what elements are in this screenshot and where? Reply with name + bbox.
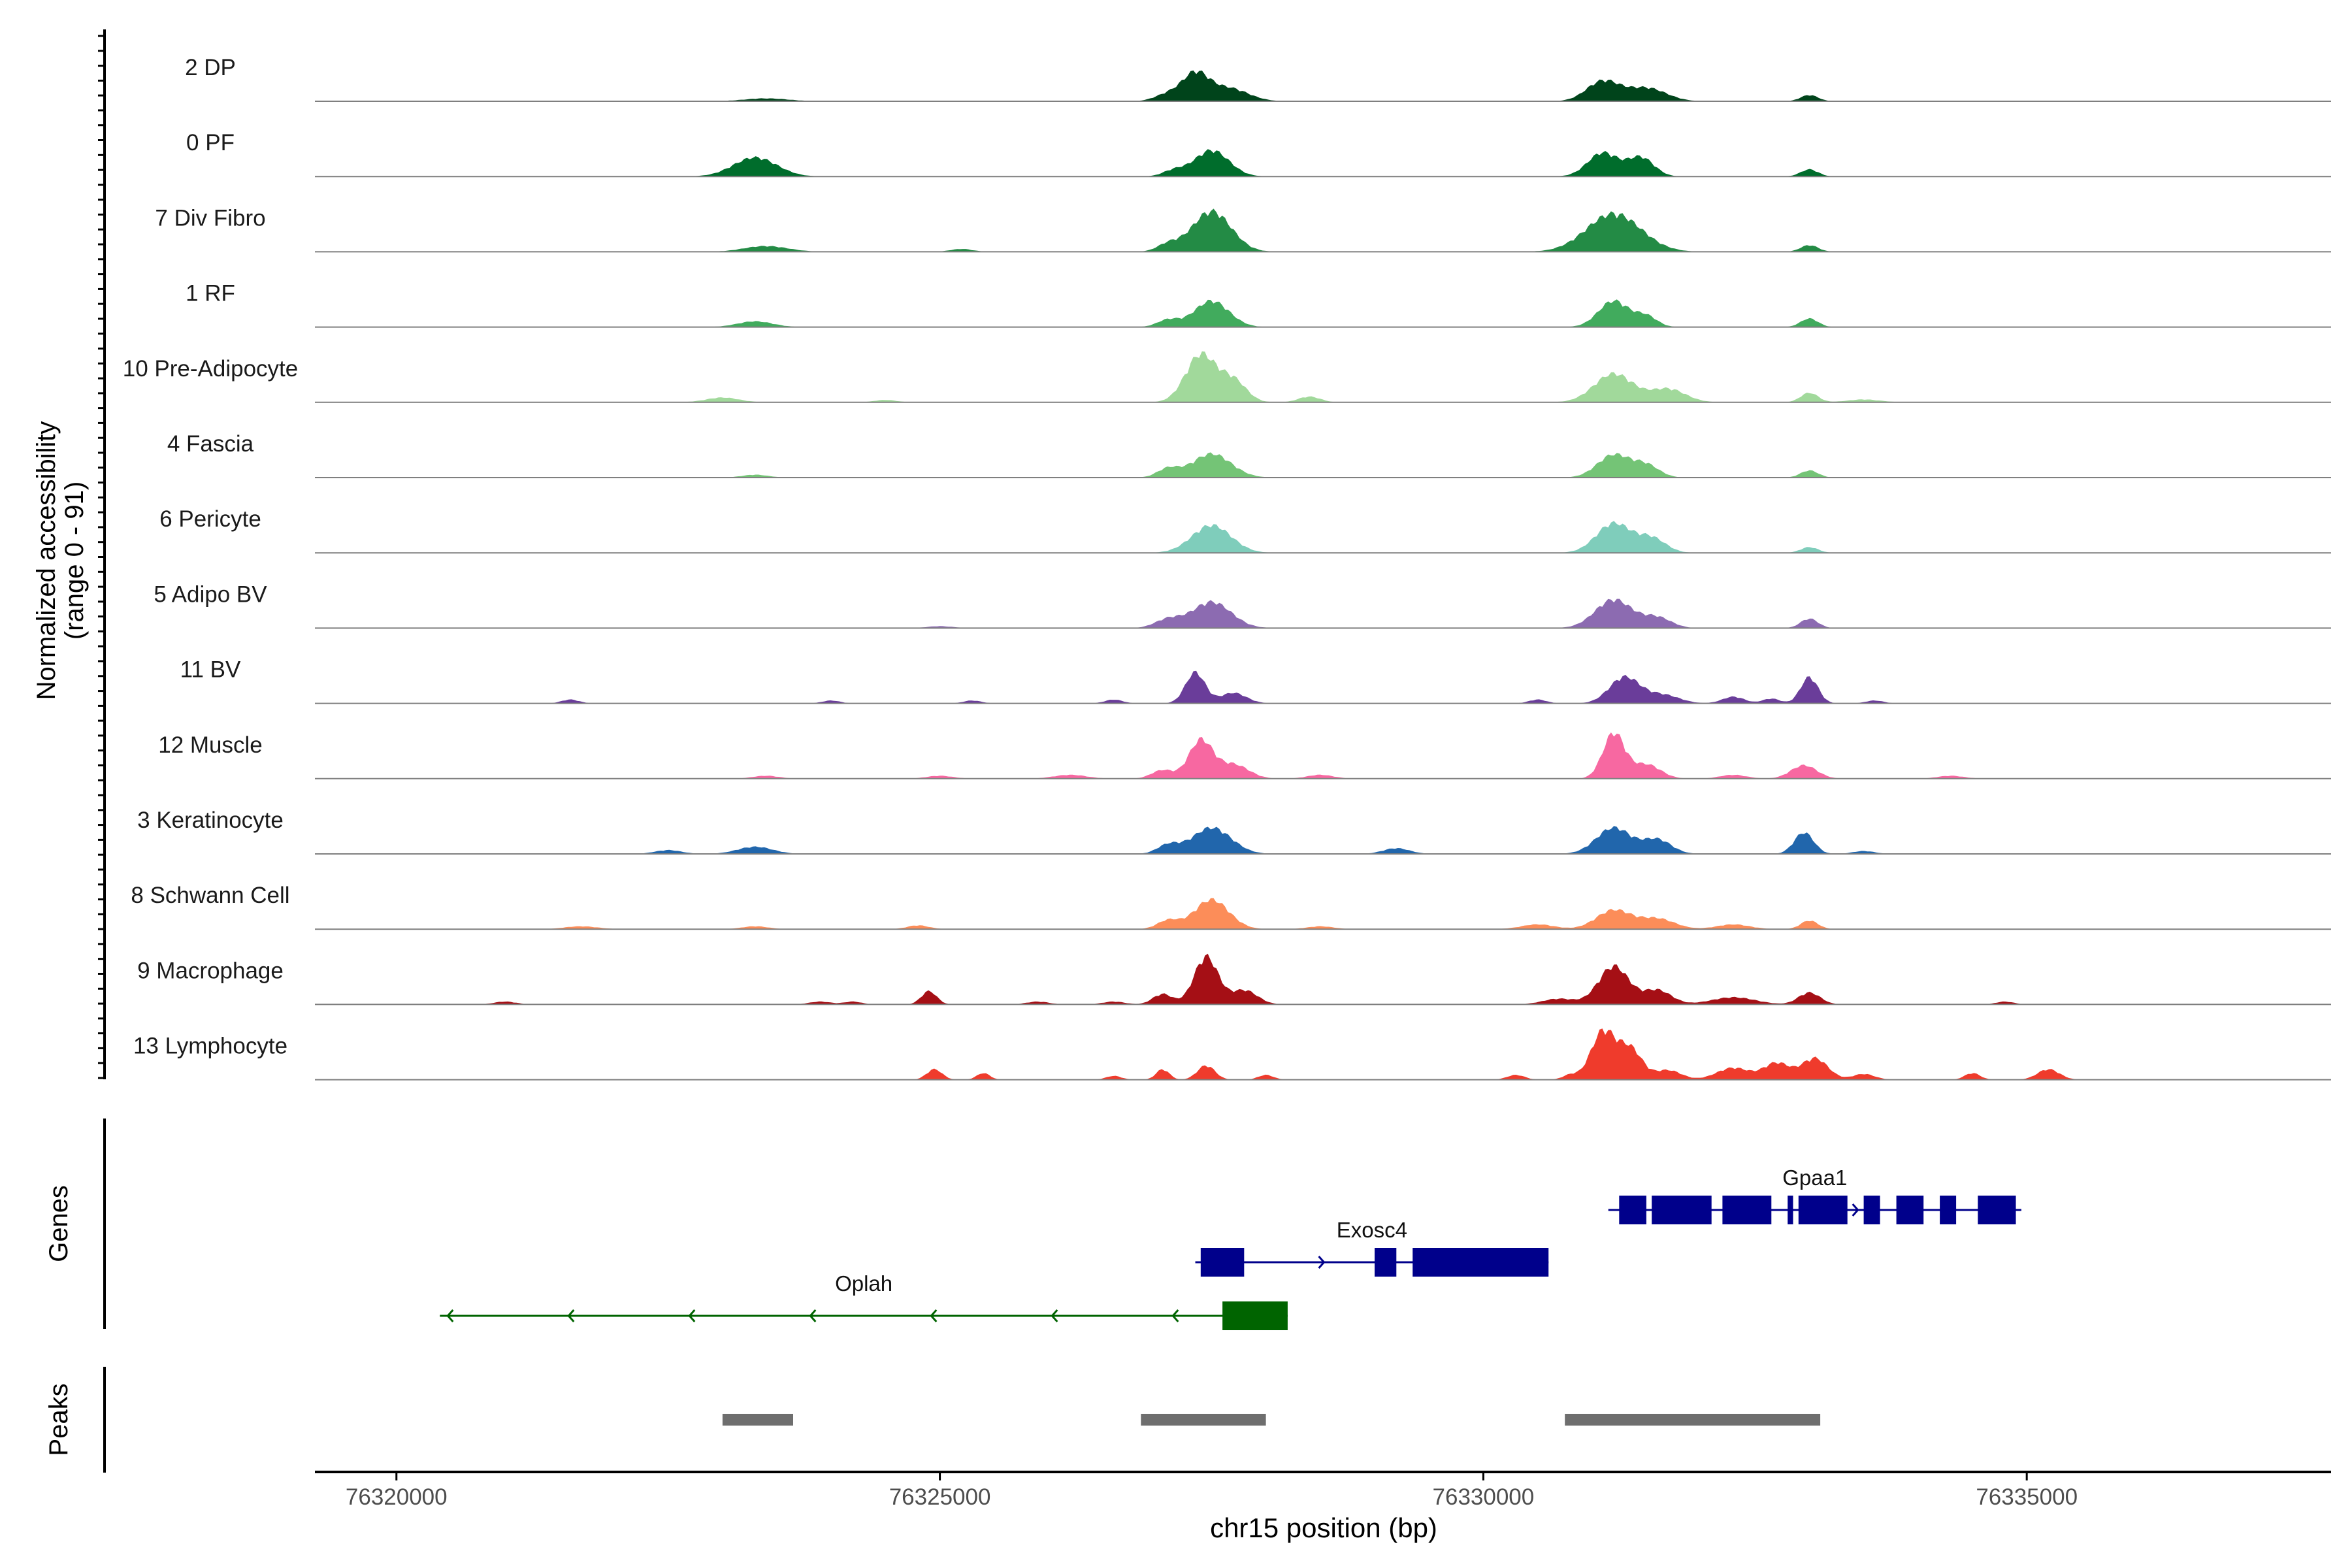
track-label: 10 Pre-Adipocyte xyxy=(123,356,298,382)
track-label: 1 RF xyxy=(186,281,235,306)
x-axis-title: chr15 position (bp) xyxy=(1210,1512,1437,1543)
track-label: 2 DP xyxy=(185,55,236,80)
peak-regions-track xyxy=(722,1414,1821,1426)
peak-region xyxy=(1141,1414,1266,1426)
gene-exon xyxy=(1798,1196,1848,1224)
strand-chevron xyxy=(688,1309,696,1322)
gene-exon xyxy=(1619,1196,1646,1224)
track-label: 0 PF xyxy=(186,130,235,155)
coverage-track xyxy=(315,598,2331,629)
gene-exon xyxy=(1722,1196,1772,1224)
coverage-track xyxy=(315,898,2331,930)
track-label: 12 Muscle xyxy=(158,732,263,758)
strand-chevron xyxy=(809,1309,817,1322)
coverage-track xyxy=(315,70,2331,102)
coverage-tracks xyxy=(315,70,2331,1081)
coverage-track xyxy=(315,953,2331,1005)
strand-chevron xyxy=(446,1309,454,1322)
gene-exon xyxy=(1978,1196,2016,1224)
coverage-track xyxy=(315,826,2331,855)
gene-exon xyxy=(1788,1196,1793,1224)
coverage-track xyxy=(315,452,2331,478)
peak-region xyxy=(722,1414,793,1426)
track-label: 9 Macrophage xyxy=(137,958,284,983)
strand-chevron xyxy=(567,1309,575,1322)
coverage-track xyxy=(315,149,2331,178)
track-label: 11 BV xyxy=(180,657,241,683)
coverage-area xyxy=(315,1028,2331,1080)
coverage-track xyxy=(315,351,2331,403)
coverage-track xyxy=(315,521,2331,554)
gene-exon xyxy=(1413,1248,1549,1277)
gene-exon xyxy=(1863,1196,1880,1224)
gene-model: Gpaa1 xyxy=(1608,1166,2021,1224)
gene-label: Oplah xyxy=(835,1271,892,1296)
strand-chevron xyxy=(1171,1309,1179,1322)
y-axis-range: (range 0 - 91) xyxy=(60,482,89,640)
gene-exon xyxy=(1200,1248,1245,1277)
genes-track-label: Genes xyxy=(44,1185,73,1262)
track-label: 8 Schwann Cell xyxy=(131,883,289,908)
gene-model: Oplah xyxy=(440,1271,1288,1330)
gene-exon xyxy=(1940,1196,1957,1224)
strand-chevron xyxy=(1051,1309,1058,1322)
gene-model: Exosc4 xyxy=(1195,1218,1549,1277)
gene-exon xyxy=(1896,1196,1924,1224)
x-axis-ticks: 76320000 76325000 76330000 76335000 xyxy=(346,1472,2078,1510)
track-label: 5 Adipo BV xyxy=(154,581,267,607)
y-axis-title: Normalized accessibility xyxy=(32,421,61,700)
gene-label: Exosc4 xyxy=(1337,1218,1407,1242)
coverage-track xyxy=(315,1028,2331,1081)
track-label: 4 Fascia xyxy=(167,431,254,457)
track-label: 7 Div Fibro xyxy=(155,205,265,231)
track-label: 3 Keratinocyte xyxy=(137,808,284,833)
x-tick-label: 76320000 xyxy=(346,1484,448,1510)
peak-region xyxy=(1565,1414,1821,1426)
strand-chevron xyxy=(1318,1256,1326,1269)
gene-exon xyxy=(1652,1196,1712,1224)
x-tick-label: 76330000 xyxy=(1433,1484,1535,1510)
coverage-track xyxy=(315,670,2331,704)
peaks-track-label: Peaks xyxy=(44,1383,73,1456)
x-tick-label: 76325000 xyxy=(889,1484,991,1510)
coverage-track xyxy=(315,732,2331,779)
track-label: 13 Lymphocyte xyxy=(133,1034,287,1059)
coverage-track xyxy=(315,299,2331,328)
x-tick-label: 76335000 xyxy=(1976,1484,2078,1510)
track-labels: 2 DP 0 PF 7 Div Fibro 1 RF 10 Pre-Adipocyte 4… xyxy=(123,55,298,1059)
coverage-track xyxy=(315,208,2331,253)
gene-annotation-track: Gpaa1 Exosc4 Oplah xyxy=(440,1166,2021,1330)
gene-exon xyxy=(1375,1248,1397,1277)
gene-exon xyxy=(1222,1301,1288,1330)
track-label: 6 Pericyte xyxy=(159,506,261,532)
strand-chevron xyxy=(930,1309,938,1322)
strand-chevron xyxy=(1852,1203,1859,1217)
gene-label: Gpaa1 xyxy=(1782,1166,1847,1190)
coverage-y-axis xyxy=(98,29,106,1079)
